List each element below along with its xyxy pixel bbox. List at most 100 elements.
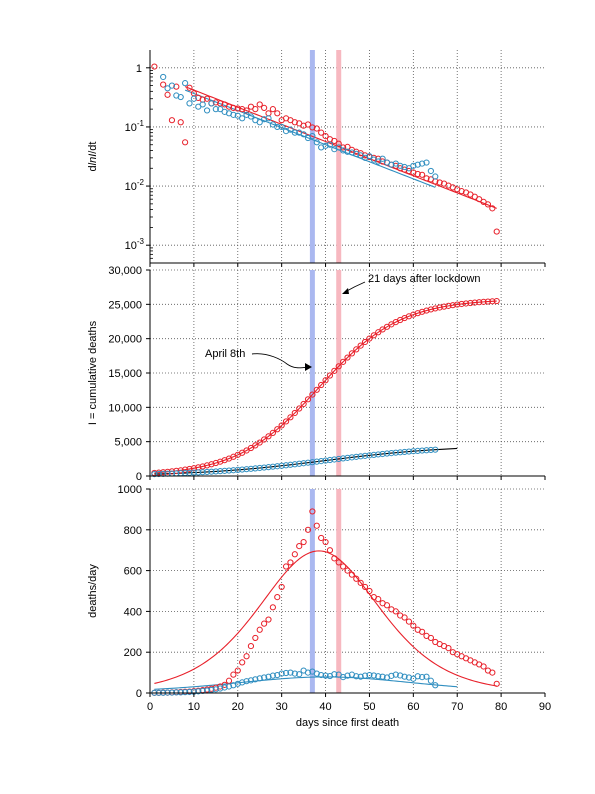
red-data-point — [454, 301, 461, 308]
red-data-point — [217, 100, 224, 107]
blue-data-point — [186, 688, 193, 696]
blue-data-point — [186, 469, 193, 476]
x-tick-label: 20 — [232, 701, 244, 713]
red-data-point — [208, 461, 215, 468]
red-data-point — [182, 139, 189, 146]
blue-data-point — [379, 155, 386, 162]
blue-data-point — [379, 450, 386, 458]
blue-data-point — [221, 467, 228, 474]
blue-data-point — [252, 676, 259, 683]
red-data-point — [375, 329, 382, 336]
blue-data-point — [265, 673, 272, 680]
red-data-point — [361, 338, 369, 346]
red-data-point — [326, 372, 334, 379]
blue-data-point — [186, 100, 193, 107]
red-data-point — [458, 188, 465, 195]
red-data-point — [234, 105, 241, 112]
blue-data-point — [405, 448, 413, 455]
red-data-point — [287, 414, 294, 421]
blue-data-point — [212, 468, 219, 475]
red-data-point — [313, 386, 320, 393]
red-data-point — [304, 396, 312, 403]
blue-data-point — [300, 131, 307, 138]
blue-data-point — [239, 466, 246, 473]
blue-data-point — [300, 460, 307, 467]
blue-data-point — [322, 457, 329, 464]
red-data-point — [252, 106, 259, 113]
annotation-lockdown: 21 days after lockdown — [368, 273, 481, 285]
blue-data-point — [278, 123, 285, 131]
red-data-point — [419, 628, 426, 635]
blue-data-point — [195, 688, 202, 695]
blue-fit-line — [154, 676, 458, 690]
blue-data-point — [419, 447, 426, 454]
blue-data-point — [414, 673, 421, 680]
blue-data-point — [269, 672, 276, 679]
red-data-point — [410, 622, 417, 629]
blue-data-point — [353, 453, 360, 460]
panel-cumulative-deaths: 0 5,000 10,000 15,000 20,000 25,000 30,000 I = … — [87, 265, 546, 483]
blue-data-point — [265, 464, 272, 471]
red-data-point — [484, 201, 492, 208]
red-data-point — [256, 626, 263, 633]
blue-data-point — [182, 80, 189, 87]
red-data-point — [309, 508, 316, 515]
blue-data-point — [168, 82, 176, 89]
y-tick-label: 600 — [124, 566, 142, 578]
red-data-point — [225, 677, 233, 684]
red-data-point — [168, 117, 176, 124]
red-data-point — [489, 298, 496, 305]
blue-data-point — [247, 113, 255, 120]
y-tick-label: 25,000 — [108, 299, 142, 311]
blue-data-point — [375, 158, 382, 165]
blue-data-point — [361, 452, 369, 459]
red-data-point — [309, 391, 316, 398]
blue-data-point — [217, 468, 224, 475]
red-data-point — [160, 81, 167, 88]
blue-data-point — [366, 671, 373, 679]
red-data-point — [344, 354, 351, 361]
y-tick-label: 1 — [136, 63, 142, 75]
blue-data-point — [326, 141, 334, 148]
blue-data-point — [199, 469, 206, 476]
blue-data-point — [304, 669, 312, 676]
blue-data-point — [199, 101, 206, 108]
blue-data-point — [287, 461, 294, 468]
x-tick-label: 70 — [451, 701, 463, 713]
red-data-point — [212, 99, 219, 106]
blue-data-point — [203, 468, 211, 476]
blue-data-point — [225, 467, 233, 474]
red-data-point — [269, 429, 276, 436]
red-data-point — [445, 302, 452, 309]
red-data-point — [256, 439, 263, 446]
blue-data-point — [318, 457, 325, 465]
blue-data-point — [423, 673, 430, 680]
blue-data-point — [419, 160, 426, 167]
y-tick-label: 10,000 — [108, 402, 142, 414]
blue-data-point — [348, 454, 355, 461]
blue-data-point — [423, 447, 430, 454]
x-tick-label: 80 — [495, 701, 507, 713]
red-data-point — [269, 106, 276, 113]
red-data-point — [230, 104, 237, 111]
red-data-point — [331, 137, 338, 145]
red-data-point — [300, 122, 307, 129]
blue-data-point — [322, 672, 329, 679]
red-data-point — [414, 170, 421, 178]
red-data-point — [484, 298, 492, 305]
red-data-point — [186, 465, 193, 473]
red-data-point — [203, 95, 211, 102]
blue-data-point — [287, 669, 294, 676]
red-data-point — [458, 300, 465, 308]
blue-data-point — [304, 459, 312, 466]
red-data-point — [247, 642, 255, 650]
red-data-point — [225, 103, 233, 110]
red-data-point — [344, 567, 351, 574]
blue-data-point — [357, 673, 364, 680]
red-data-point — [467, 299, 474, 307]
x-tick-label: 0 — [147, 701, 153, 713]
blue-data-point — [405, 674, 413, 681]
blue-data-point — [392, 449, 399, 456]
blue-data-point — [282, 462, 290, 469]
blue-data-point — [247, 677, 255, 684]
